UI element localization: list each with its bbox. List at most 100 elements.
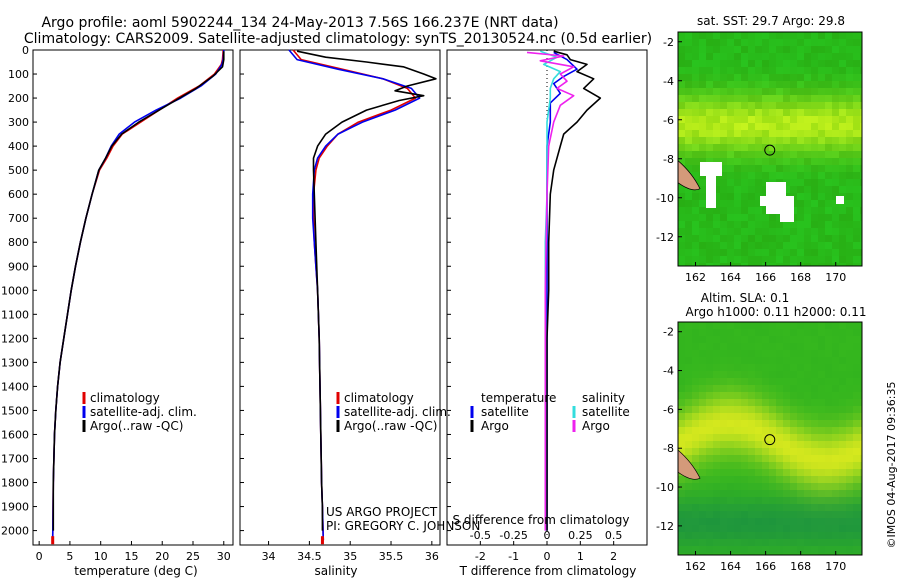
map-cell [860, 476, 862, 483]
map-cell [853, 427, 860, 434]
map-cell [727, 392, 734, 399]
map-cell [811, 39, 818, 46]
map-cell [811, 74, 818, 81]
map-cell [734, 399, 741, 406]
map-cell [741, 53, 748, 60]
map-cell [818, 455, 825, 462]
map-cell [720, 441, 727, 448]
map-cell [846, 32, 853, 39]
map-cell [811, 518, 818, 525]
map-cell [734, 137, 741, 144]
map-cell [860, 158, 862, 165]
map-cell [790, 441, 797, 448]
map-cell [755, 385, 762, 392]
map-cell [727, 483, 734, 490]
series-line-satellite-adj-clim- [288, 49, 421, 541]
map-cell [762, 179, 769, 186]
map-cell [818, 32, 825, 39]
map-cell [769, 343, 776, 350]
map-cell [776, 249, 783, 256]
map-cell [846, 53, 853, 60]
map-cell [811, 329, 818, 336]
map-cell [727, 441, 734, 448]
map-cell [741, 553, 748, 555]
map-cell [818, 525, 825, 532]
map-cell [790, 81, 797, 88]
map-cell [832, 179, 839, 186]
map-cell [706, 399, 713, 406]
map-cell [727, 228, 734, 235]
map-cell [769, 448, 776, 455]
map-cell [741, 364, 748, 371]
map-cell [727, 137, 734, 144]
map-cell [692, 539, 699, 546]
map-cell [832, 385, 839, 392]
map-cell [804, 392, 811, 399]
map-cell [769, 74, 776, 81]
map-cell [839, 406, 846, 413]
map-cell [832, 109, 839, 116]
map-cell [825, 256, 832, 263]
map-cell [783, 74, 790, 81]
map-cell [692, 242, 699, 249]
map-cell [692, 420, 699, 427]
map-cell [832, 392, 839, 399]
map-cell [839, 329, 846, 336]
map-cell [699, 329, 706, 336]
map-cell [846, 67, 853, 74]
map-cell [825, 228, 832, 235]
x-tick-label: 34 [262, 550, 276, 563]
map-cell [825, 109, 832, 116]
bottom-depth-marker [51, 536, 55, 545]
map-cell [678, 392, 685, 399]
map-cell [783, 427, 790, 434]
map-cell [790, 228, 797, 235]
map-cell [762, 130, 769, 137]
map-cell [762, 39, 769, 46]
map-cell [832, 193, 839, 200]
map-cell [860, 392, 862, 399]
map-cell [762, 32, 769, 39]
map-cell [720, 81, 727, 88]
map-cell [797, 123, 804, 130]
map-cell [804, 462, 811, 469]
map-cell [769, 371, 776, 378]
map-cell [685, 88, 692, 95]
map-cell [685, 186, 692, 193]
map-cell [853, 455, 860, 462]
map-cell [699, 130, 706, 137]
map-cell [706, 392, 713, 399]
map-cell [727, 130, 734, 137]
map-cell [734, 256, 741, 263]
map-cell [811, 392, 818, 399]
map-cell [727, 525, 734, 532]
map-cell [720, 158, 727, 165]
map-cell [839, 137, 846, 144]
map-cell [846, 343, 853, 350]
map-cell [804, 39, 811, 46]
map-cell [678, 46, 685, 53]
map-cell [713, 455, 720, 462]
map-cell [860, 263, 862, 266]
map-cell [678, 221, 685, 228]
map-cell [853, 511, 860, 518]
map-cell [832, 406, 839, 413]
map-cell [832, 336, 839, 343]
map-cell [804, 207, 811, 214]
map-cell [846, 81, 853, 88]
map-cell [685, 207, 692, 214]
map-cell [713, 32, 720, 39]
map-cell [692, 137, 699, 144]
map-cell [713, 53, 720, 60]
map-cell [818, 242, 825, 249]
map-cell [853, 221, 860, 228]
map-cell [818, 228, 825, 235]
map-cell [762, 214, 769, 221]
map-cell [727, 385, 734, 392]
map-cell [832, 343, 839, 350]
map-cell [790, 364, 797, 371]
series-line-argo-raw-qc- [296, 50, 437, 531]
map-cell [846, 553, 853, 555]
map-cell [769, 214, 776, 221]
map-cell [860, 74, 862, 81]
